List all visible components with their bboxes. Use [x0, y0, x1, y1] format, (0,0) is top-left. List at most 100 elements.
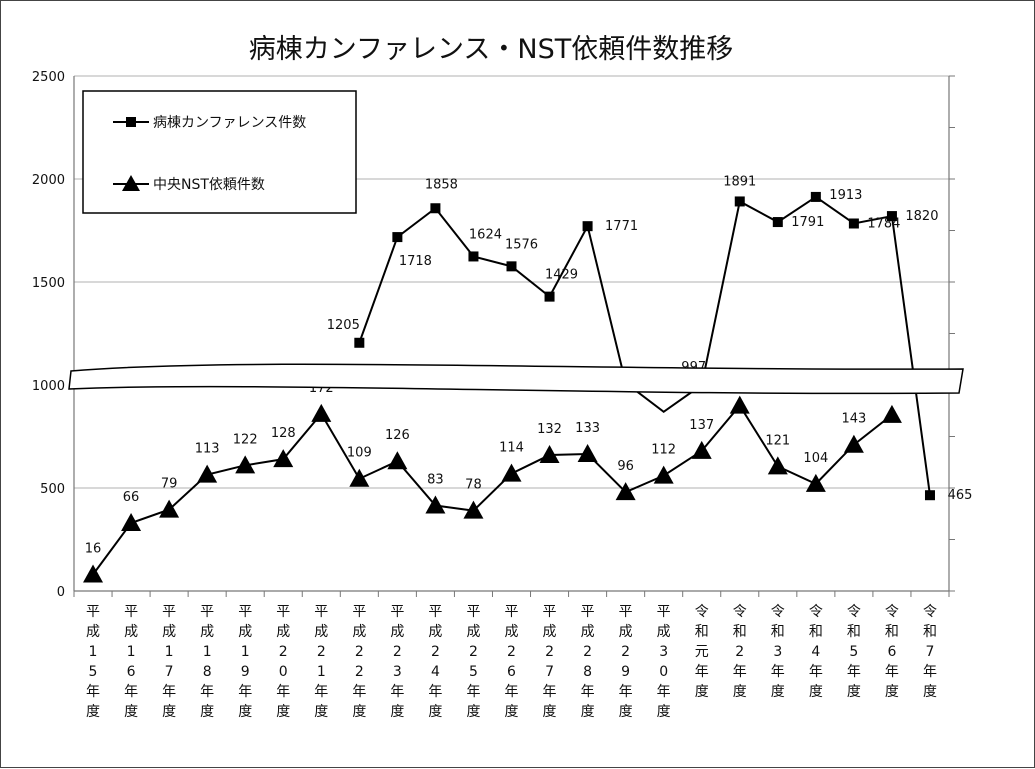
data-label: 1624 — [469, 227, 502, 242]
square-marker — [886, 211, 897, 222]
x-tick-label: 平成 2 5 年度 — [466, 604, 480, 720]
data-label: 122 — [233, 432, 258, 447]
triangle-marker — [463, 500, 484, 519]
x-tick-label: 平成 2 7 年度 — [543, 604, 557, 720]
x-tick-label: 令和 5 年度 — [847, 604, 861, 700]
data-label: 143 — [841, 412, 866, 427]
square-marker — [392, 232, 403, 243]
triangle-marker — [273, 449, 294, 468]
x-tick-label: 令和 6 年度 — [885, 604, 899, 700]
data-label: 132 — [537, 422, 562, 437]
data-label: 1205 — [327, 318, 360, 333]
x-tick-label: 平成 2 3 年度 — [390, 604, 404, 720]
data-label: 1771 — [605, 219, 638, 234]
x-tick-label: 平成 1 7 年度 — [162, 604, 176, 720]
data-label: 66 — [123, 490, 140, 505]
square-marker — [354, 337, 365, 348]
legend-label-conference: 病棟カンファレンス件数 — [153, 115, 306, 131]
axes — [73, 75, 955, 597]
data-label: 78 — [465, 478, 482, 493]
y-tick-label: 2500 — [32, 70, 65, 85]
y-tick-labels: 0 500 1000 1500 2000 2500 — [32, 70, 65, 600]
x-tick-label: 令和 2 年度 — [733, 604, 747, 700]
data-label: 1429 — [545, 268, 578, 283]
square-marker — [772, 217, 783, 228]
triangle-marker — [311, 403, 332, 422]
data-label: 96 — [617, 459, 634, 474]
data-label: 1718 — [399, 254, 432, 269]
triangle-marker — [691, 440, 712, 459]
data-label: 126 — [385, 428, 410, 443]
data-label: 137 — [689, 418, 714, 433]
square-marker — [810, 191, 821, 202]
x-tick-label: 平成 1 5 年度 — [86, 604, 100, 720]
square-marker — [544, 291, 555, 302]
x-tick-label: 平成 3 0 年度 — [657, 604, 671, 720]
data-label: 1858 — [425, 177, 458, 192]
triangle-marker — [615, 482, 636, 501]
x-tick-label: 平成 2 8 年度 — [581, 604, 595, 720]
x-tick-label: 平成 1 9 年度 — [238, 604, 252, 720]
data-label: 128 — [271, 426, 296, 441]
triangle-marker — [349, 468, 370, 487]
data-label: 79 — [161, 477, 178, 492]
x-tick-label: 令和元年度 — [695, 604, 709, 700]
data-label: 1820 — [905, 209, 938, 224]
x-tick-label: 平成 2 1 年度 — [314, 604, 328, 720]
data-label: 133 — [575, 421, 600, 436]
data-label: 1913 — [829, 188, 862, 203]
data-label: 112 — [651, 443, 676, 458]
data-label: 83 — [427, 473, 444, 488]
legend-box — [82, 90, 357, 214]
x-tick-label: 平成 2 2 年度 — [352, 604, 366, 720]
legend-label-nst: 中央NST依頼件数 — [153, 177, 265, 193]
x-tick-label: 平成 2 6 年度 — [505, 604, 519, 720]
x-tick-label: 平成 1 6 年度 — [124, 604, 138, 720]
square-marker — [582, 221, 593, 232]
series-group: 1205171818581624157614291771997189117911… — [83, 174, 973, 583]
y-tick-label: 1000 — [32, 379, 65, 394]
square-marker — [924, 490, 935, 501]
legend: 病棟カンファレンス件数 中央NST依頼件数 — [82, 90, 357, 214]
triangle-marker — [121, 513, 142, 532]
triangle-marker — [729, 395, 750, 414]
triangle-marker — [235, 455, 256, 474]
data-label: 465 — [948, 488, 973, 503]
triangle-marker — [577, 444, 598, 463]
triangle-marker — [653, 465, 674, 484]
legend-triangle-marker — [122, 175, 140, 191]
square-marker — [506, 261, 517, 272]
chart-title: 病棟カンファレンス・NST依頼件数推移 — [249, 34, 733, 65]
x-tick-label: 令和 3 年度 — [771, 604, 785, 700]
triangle-marker — [425, 495, 446, 514]
triangle-marker — [767, 456, 788, 475]
triangle-marker — [387, 451, 408, 470]
x-tick-label: 令和 7 年度 — [923, 604, 937, 700]
triangle-marker — [197, 464, 218, 483]
data-label: 113 — [195, 442, 220, 457]
y-tick-label: 1500 — [32, 276, 65, 291]
y-tick-label: 500 — [40, 482, 65, 497]
square-marker — [848, 218, 859, 229]
x-tick-label: 令和 4 年度 — [809, 604, 823, 700]
legend-square-marker — [126, 117, 136, 127]
triangle-marker — [843, 434, 864, 453]
series-line — [92, 403, 893, 576]
square-marker — [468, 251, 479, 262]
x-tick-label: 平成 1 8 年度 — [200, 604, 214, 720]
x-tick-labels: 平成 1 5 年度 平成 1 6 年度 平成 1 7 年度 平成 1 8 年度 平成 1 9 年度 平成 2 0 年度 平成 2 1… — [86, 604, 937, 720]
triangle-marker — [159, 499, 180, 518]
triangle-marker — [881, 404, 902, 423]
data-label: 114 — [499, 441, 524, 456]
y-tick-label: 2000 — [32, 173, 65, 188]
square-marker — [430, 203, 441, 214]
data-label: 104 — [803, 451, 828, 466]
triangle-marker — [539, 445, 560, 464]
data-label: 16 — [85, 542, 102, 557]
data-label: 121 — [765, 433, 790, 448]
triangle-marker — [83, 564, 104, 583]
axis-break-band — [68, 363, 964, 395]
